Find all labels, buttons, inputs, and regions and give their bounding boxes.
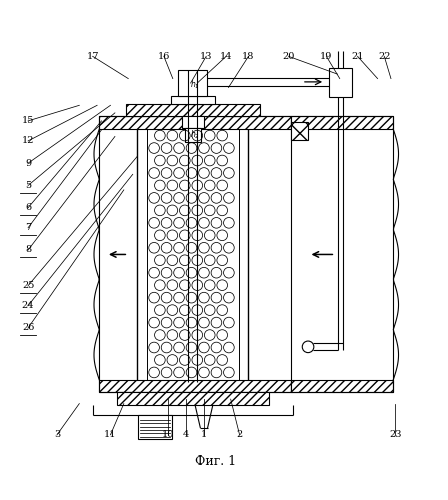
- Text: 22: 22: [378, 52, 391, 61]
- Text: 23: 23: [389, 430, 402, 440]
- Text: $h_2$: $h_2$: [190, 128, 199, 141]
- Text: Фиг. 1: Фиг. 1: [194, 455, 236, 468]
- Text: 24: 24: [22, 301, 34, 310]
- Bar: [171, 96, 215, 104]
- Text: 25: 25: [22, 281, 34, 290]
- Text: 17: 17: [86, 52, 99, 61]
- Text: 3: 3: [54, 430, 60, 440]
- Text: 7: 7: [25, 223, 31, 232]
- Bar: [178, 70, 207, 96]
- Text: 11: 11: [104, 430, 117, 440]
- Text: 26: 26: [22, 324, 34, 332]
- Text: 4: 4: [183, 430, 190, 440]
- Bar: [329, 68, 352, 97]
- Bar: [117, 392, 268, 405]
- Text: $h_1$: $h_1$: [190, 78, 200, 90]
- Text: 14: 14: [220, 52, 233, 61]
- Text: 5: 5: [25, 181, 31, 190]
- Text: 18: 18: [242, 52, 254, 61]
- Bar: [138, 414, 172, 439]
- Circle shape: [302, 341, 314, 352]
- Text: 19: 19: [320, 52, 332, 61]
- Bar: [99, 380, 291, 392]
- Bar: [182, 116, 203, 128]
- Bar: [99, 116, 291, 129]
- Text: 16: 16: [158, 52, 170, 61]
- Bar: [291, 380, 393, 392]
- Bar: [291, 122, 308, 140]
- Text: 12: 12: [22, 136, 34, 145]
- Text: 15: 15: [22, 116, 34, 126]
- Text: 6: 6: [25, 203, 31, 212]
- Text: 13: 13: [200, 52, 212, 61]
- Text: 10: 10: [162, 430, 175, 440]
- Text: 20: 20: [282, 52, 295, 61]
- Bar: [185, 128, 201, 142]
- Bar: [291, 116, 393, 129]
- Text: 21: 21: [351, 52, 364, 61]
- Text: 1: 1: [201, 430, 207, 440]
- Text: 2: 2: [237, 430, 243, 440]
- Text: 8: 8: [25, 246, 31, 254]
- Text: 9: 9: [25, 158, 31, 168]
- Bar: [126, 104, 260, 117]
